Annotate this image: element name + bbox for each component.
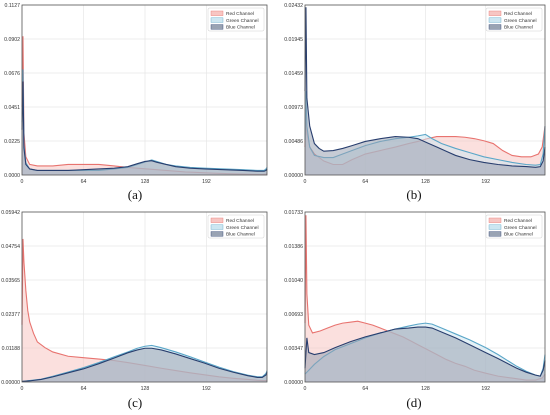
legend-label: Green Channel [504, 18, 537, 24]
y-tick-label: 0.01459 [284, 71, 303, 77]
y-tick-label: 0.01188 [2, 346, 20, 352]
legend-swatch [210, 231, 224, 237]
legend-swatch [488, 224, 502, 230]
legend-label: Blue Channel [226, 25, 255, 31]
series-area [22, 348, 267, 382]
y-tick-label: 0.03565 [1, 278, 20, 284]
y-tick-label: 0.0676 [4, 71, 20, 77]
legend-swatch [210, 217, 224, 223]
x-tick-label: 128 [421, 386, 430, 392]
legend-swatch [488, 24, 502, 30]
y-tick-label: 0.02432 [284, 3, 303, 9]
x-tick-label: 0 [304, 386, 307, 392]
legend-label: Green Channel [504, 225, 537, 231]
x-tick-label: 128 [421, 179, 430, 185]
x-tick-label: 192 [481, 386, 490, 392]
legend-swatch [488, 217, 502, 223]
y-tick-label: 0.00347 [284, 346, 303, 352]
y-tick-label: 0.0451 [4, 105, 20, 111]
y-tick-label: 0.00693 [284, 312, 303, 318]
series-line [304, 326, 546, 377]
y-tick-label: 0.05942 [1, 210, 20, 216]
x-tick-label: 192 [481, 179, 490, 185]
x-tick-label: 192 [202, 179, 211, 185]
y-tick-label: 0.0000 [4, 173, 20, 179]
legend-swatch [488, 231, 502, 237]
legend-label: Blue Channel [504, 232, 533, 238]
y-tick-label: 0.00973 [284, 105, 303, 111]
x-tick-label: 0 [21, 179, 24, 185]
series-line [21, 81, 268, 172]
y-tick-label: 0.00486 [284, 139, 303, 145]
histogram-panel: 0.00000 0.00486 0.00973 0.01459 0.01945 0.024… [284, 3, 546, 202]
x-tick-label: 128 [141, 386, 150, 392]
series-area [22, 238, 267, 382]
series-area [305, 327, 545, 382]
x-tick-label: 192 [202, 386, 211, 392]
x-tick-label: 64 [362, 386, 368, 392]
legend-label: Blue Channel [504, 25, 533, 31]
x-tick-label: 64 [362, 179, 368, 185]
y-tick-label: 0.01040 [284, 278, 303, 284]
series-line [304, 7, 546, 168]
y-tick-label: 0.0902 [4, 37, 20, 43]
legend-label: Green Channel [226, 18, 259, 24]
x-tick-label: 64 [81, 386, 87, 392]
panel-caption: (c) [128, 395, 142, 410]
plot-area [22, 5, 267, 175]
legend-swatch [488, 17, 502, 23]
y-tick-label: 0.00000 [284, 380, 303, 386]
histogram-panel: 0.0000 0.0225 0.0451 0.0676 0.0902 0.1127 0 64 1… [4, 3, 268, 202]
legend-swatch [210, 24, 224, 30]
legend-label: Red Channel [504, 11, 532, 17]
series-area [305, 7, 545, 175]
y-tick-label: 0.01945 [284, 37, 303, 43]
histogram-panel: 0.00000 0.00347 0.00693 0.01040 0.01386 0.017… [284, 210, 546, 410]
y-tick-label: 0.0225 [4, 139, 20, 145]
panel-caption: (b) [406, 187, 421, 202]
series-line [21, 347, 268, 382]
x-tick-label: 0 [304, 179, 307, 185]
x-tick-label: 0 [21, 386, 24, 392]
legend-swatch [210, 224, 224, 230]
legend-label: Red Channel [504, 218, 532, 224]
legend-label: Green Channel [226, 225, 259, 231]
y-tick-label: 0.01386 [284, 244, 303, 250]
legend-swatch [488, 10, 502, 16]
legend-swatch [210, 17, 224, 23]
plot-frame [304, 4, 546, 176]
legend-label: Blue Channel [226, 232, 255, 238]
legend-swatch [210, 10, 224, 16]
y-tick-label: 0.04754 [1, 244, 20, 250]
x-tick-label: 128 [141, 179, 150, 185]
histogram-panel: 0.00000 0.01188 0.02377 0.03565 0.04754 0.059… [1, 210, 268, 410]
legend-label: Red Channel [226, 218, 254, 224]
panel-caption: (a) [128, 187, 142, 202]
legend-label: Red Channel [226, 11, 254, 17]
plot-frame [21, 211, 268, 383]
y-tick-label: 0.00000 [1, 380, 20, 386]
y-tick-label: 0.00000 [284, 173, 303, 179]
y-tick-label: 0.02377 [1, 312, 20, 318]
panel-caption: (d) [406, 395, 421, 410]
y-tick-label: 0.01733 [284, 210, 303, 216]
series-line [21, 344, 268, 382]
x-tick-label: 64 [81, 179, 87, 185]
plot-frame [21, 4, 268, 176]
y-tick-label: 0.1127 [5, 3, 21, 9]
plot-frame [304, 211, 546, 383]
